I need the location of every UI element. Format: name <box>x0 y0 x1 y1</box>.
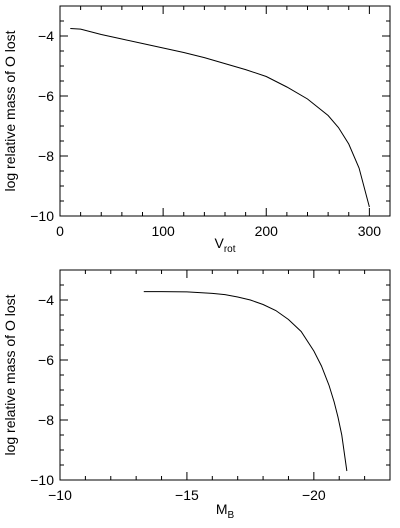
top-chart-ytick-label: −6 <box>38 88 54 104</box>
bottom-chart-ytick-label: −6 <box>38 352 54 368</box>
bottom-chart-xtick-label: −15 <box>175 487 199 503</box>
bottom-chart-xlabel: MB <box>216 501 235 521</box>
bottom-chart-panel: log relative mass of O lost MB −10 −15 −20… <box>2 269 391 521</box>
bottom-chart-ylabel: log relative mass of O lost <box>2 294 18 455</box>
bottom-chart-xtick-label: −20 <box>302 487 326 503</box>
top-chart-series-line <box>70 28 370 208</box>
bottom-chart-xlabel-main: M <box>216 501 228 517</box>
top-chart-xtick-label: 0 <box>56 223 64 239</box>
top-chart-xlabel-sub: rot <box>224 244 236 255</box>
bottom-chart-xlabel-sub: B <box>228 510 235 521</box>
bottom-chart-ytick-label: −8 <box>38 412 54 428</box>
bottom-chart-xtick-label: −10 <box>48 487 72 503</box>
top-chart-ylabel: log relative mass of O lost <box>2 30 18 191</box>
bottom-chart-ytick-label: −4 <box>38 292 54 308</box>
bottom-chart-ytick-label: −10 <box>30 472 54 488</box>
top-chart-xlabel: Vrot <box>214 235 235 255</box>
top-chart-panel: log relative mass of O lost Vrot 0 100 200… <box>2 5 391 255</box>
top-chart-xtick-label: 100 <box>151 223 175 239</box>
top-chart-ytick-label: −8 <box>38 148 54 164</box>
top-chart-xtick-label: 200 <box>255 223 279 239</box>
bottom-chart-series-line <box>143 291 348 472</box>
bottom-chart-frame <box>59 269 391 481</box>
top-chart-ytick-label: −10 <box>30 208 54 224</box>
top-chart-xlabel-main: V <box>214 235 224 251</box>
top-chart-xtick-label: 300 <box>358 223 382 239</box>
top-chart-ytick-label: −4 <box>38 28 54 44</box>
top-chart-frame <box>59 5 391 217</box>
